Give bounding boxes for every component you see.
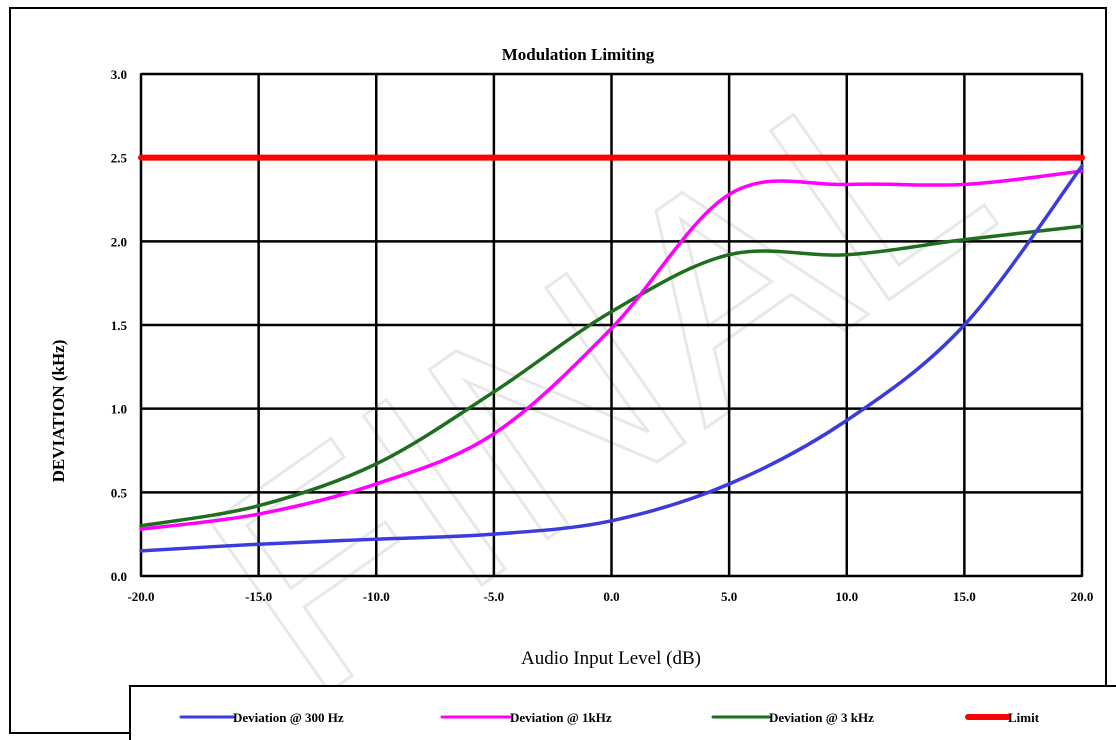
y-tick-label: 1.5 [111, 318, 128, 333]
legend-label: Limit [1008, 710, 1040, 725]
y-tick-label: 2.5 [111, 151, 128, 166]
legend-box [129, 685, 1116, 740]
x-tick-label: 0.0 [603, 589, 619, 604]
series-line-deviation-300-hz [139, 164, 1084, 553]
y-tick-label: 3.0 [111, 67, 127, 82]
legend-label: Deviation @ 3 kHz [769, 710, 874, 725]
watermark: FINAL [152, 0, 1044, 740]
x-tick-label: -10.0 [363, 589, 390, 604]
x-axis-label: Audio Input Level (dB) [521, 648, 701, 669]
y-tick-label: 1.0 [111, 402, 127, 417]
x-tick-label: -5.0 [484, 589, 505, 604]
series-lines [138, 154, 1085, 553]
x-tick-label: 15.0 [953, 589, 976, 604]
series-line-deviation-1khz [139, 169, 1084, 531]
tick-labels: -20.0 -15.0 -10.0 -5.0 0.0 5.0 10.0 15.0 20.0 0.0… [111, 67, 1094, 604]
x-tick-label: 20.0 [1071, 589, 1094, 604]
y-axis-label: DEVIATION (kHz) [49, 340, 68, 483]
y-tick-label: 0.0 [111, 569, 127, 584]
x-tick-label: 10.0 [835, 589, 858, 604]
chart-frame [9, 7, 1107, 734]
legend-label: Deviation @ 1kHz [510, 710, 612, 725]
x-tick-label: 5.0 [721, 589, 737, 604]
x-tick-label: -15.0 [245, 589, 272, 604]
y-tick-label: 0.5 [111, 485, 128, 500]
watermark-text: FINAL [153, 0, 1042, 740]
legend-label: Deviation @ 300 Hz [233, 710, 344, 725]
x-tick-label: -20.0 [127, 589, 154, 604]
y-tick-label: 2.0 [111, 234, 127, 249]
legend: Deviation @ 300 Hz Deviation @ 1kHz Deviat… [129, 685, 1116, 740]
series-line-deviation-3-khz [139, 224, 1084, 528]
chart-title: Modulation Limiting [502, 45, 655, 64]
